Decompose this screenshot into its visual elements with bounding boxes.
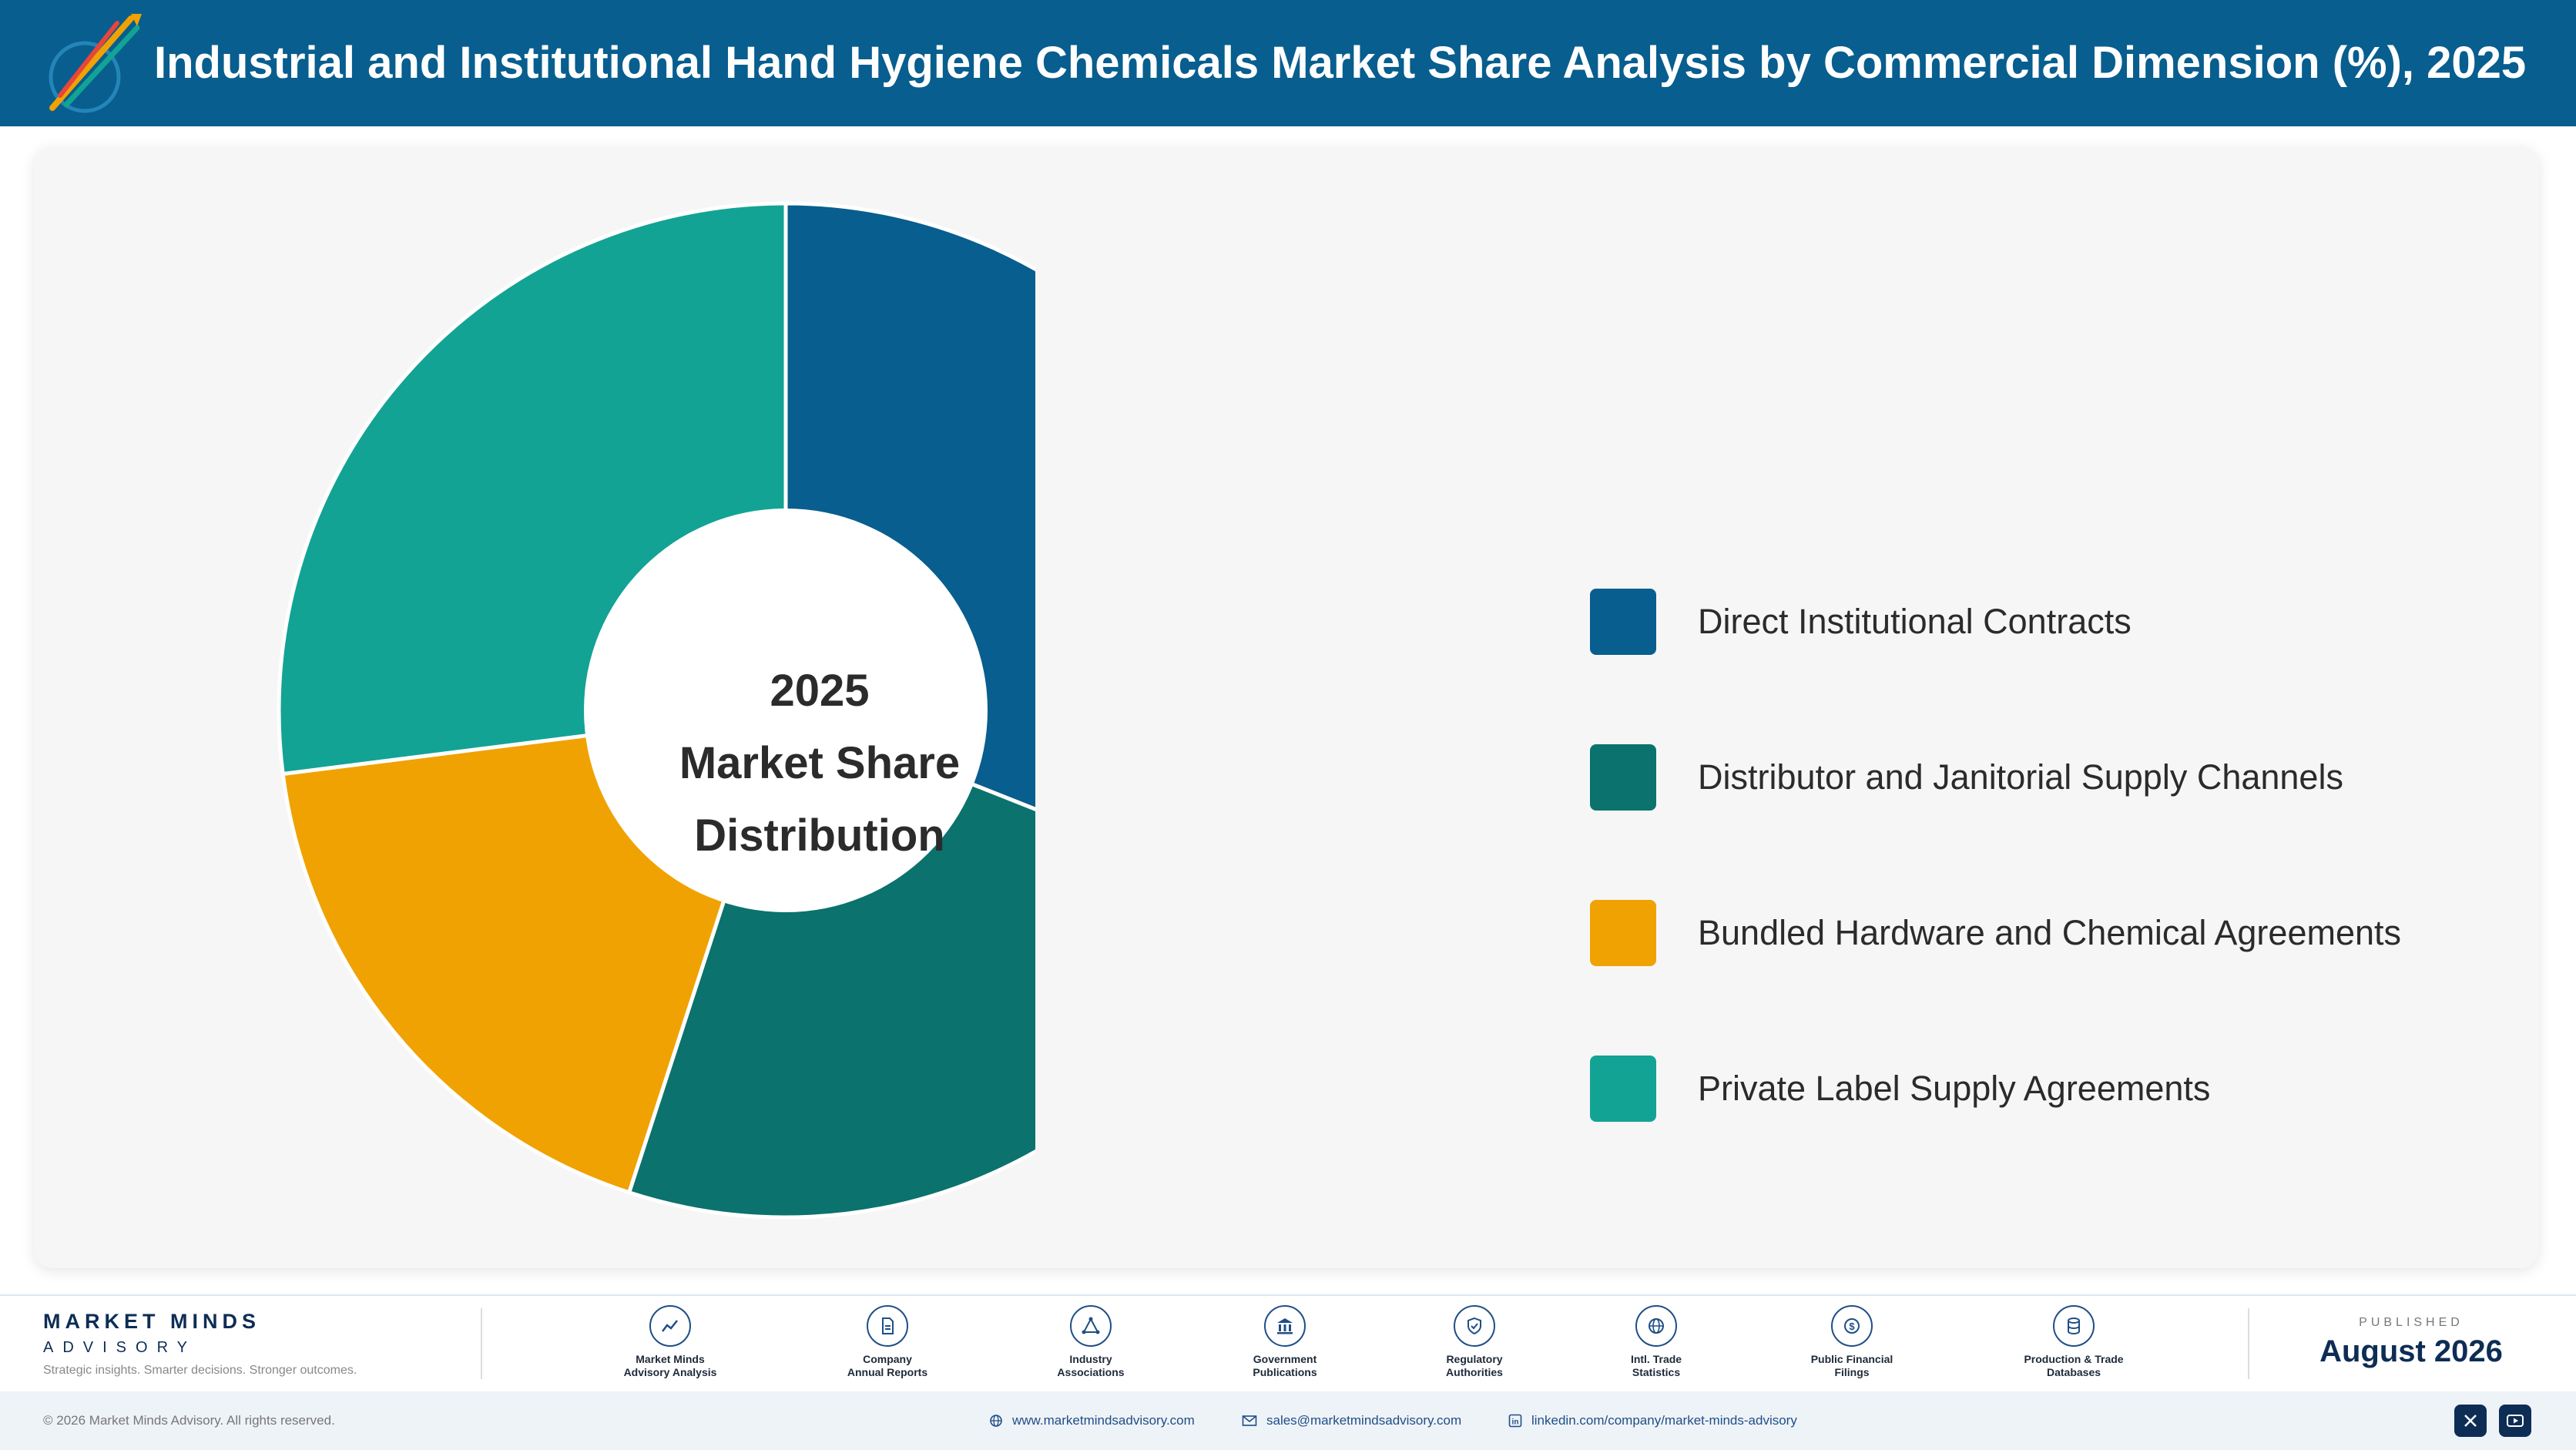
website-text: www.marketmindsadvisory.com (1012, 1413, 1195, 1428)
page-title: Industrial and Institutional Hand Hygien… (154, 38, 2527, 88)
legend-label: Direct Institutional Contracts (1698, 602, 2132, 641)
source-label: Regulatory Authorities (1446, 1353, 1503, 1378)
mail-icon (1242, 1415, 1257, 1426)
legend-item-bundled-hardware: Bundled Hardware and Chemical Agreements (1590, 900, 2514, 966)
donut-hole (584, 509, 988, 912)
footer-divider (2248, 1308, 2249, 1379)
legend-swatch (1590, 589, 1656, 655)
youtube-icon[interactable] (2499, 1405, 2531, 1437)
svg-text:$: $ (1849, 1321, 1855, 1332)
source-industry-associations: Industry Associations (1014, 1305, 1168, 1379)
source-label: Public Financial Filings (1810, 1353, 1893, 1378)
website-link[interactable]: www.marketmindsadvisory.com (989, 1391, 1195, 1450)
government-building-icon (1264, 1305, 1306, 1347)
published-date: August 2026 (2319, 1334, 2503, 1368)
legend-label: Bundled Hardware and Chemical Agreements (1698, 913, 2402, 952)
legend-swatch (1590, 900, 1656, 966)
donut-chart (277, 201, 1035, 1220)
coin-icon: $ (1831, 1305, 1873, 1347)
center-label-line-2: Market Share (679, 738, 961, 788)
legend-item-distributor-janitorial: Distributor and Janitorial Supply Channe… (1590, 744, 2514, 811)
database-icon (2053, 1305, 2095, 1347)
legend-swatch (1590, 1056, 1656, 1122)
trend-chart-icon (649, 1305, 691, 1347)
source-intl-trade-statistics: Intl. Trade Statistics (1579, 1305, 1733, 1379)
legend-label: Distributor and Janitorial Supply Channe… (1698, 757, 2343, 797)
document-icon (867, 1305, 908, 1347)
source-production-trade-databases: Production & Trade Databases (1997, 1305, 2151, 1379)
legend-label: Private Label Supply Agreements (1698, 1069, 2211, 1108)
source-public-financial-filings: $ Public Financial Filings (1775, 1305, 1929, 1379)
center-label-line-3: Distribution (694, 811, 945, 861)
x-icon[interactable] (2454, 1405, 2487, 1437)
legend-item-direct-institutional: Direct Institutional Contracts (1590, 589, 2514, 655)
legend-swatch (1590, 744, 1656, 811)
brand-tagline: Strategic insights. Smarter decisions. S… (43, 1364, 357, 1377)
source-label: Market Minds Advisory Analysis (623, 1353, 717, 1378)
source-label: Government Publications (1253, 1353, 1317, 1378)
linkedin-text: linkedin.com/company/market-minds-adviso… (1531, 1413, 1797, 1428)
linkedin-link[interactable]: in linkedin.com/company/market-minds-adv… (1508, 1391, 1797, 1450)
source-label: Production & Trade Databases (2024, 1353, 2124, 1378)
brand-name: MARKET MINDS (43, 1310, 260, 1333)
source-label: Intl. Trade Statistics (1630, 1353, 1682, 1378)
donut-center-label: 2025 Market Share Distribution (619, 655, 1020, 872)
source-label: Industry Associations (1057, 1353, 1125, 1378)
email-text: sales@marketmindsadvisory.com (1266, 1413, 1462, 1428)
legend-item-private-label: Private Label Supply Agreements (1590, 1056, 2514, 1122)
footer-contact-bar: © 2026 Market Minds Advisory. All rights… (0, 1391, 2576, 1450)
brand-subtitle: ADVISORY (43, 1339, 196, 1356)
chart-card: 2025 Market Share Distribution Direct In… (34, 146, 2539, 1268)
company-logo (49, 14, 142, 113)
source-company-annual-reports: Company Annual Reports (810, 1305, 964, 1379)
header-bar: Industrial and Institutional Hand Hygien… (0, 0, 2576, 126)
shield-check-icon (1454, 1305, 1495, 1347)
network-icon (1070, 1305, 1112, 1347)
svg-text:in: in (1512, 1418, 1519, 1427)
copyright-text: © 2026 Market Minds Advisory. All rights… (43, 1413, 335, 1428)
globe-icon (990, 1415, 1002, 1427)
email-link[interactable]: sales@marketmindsadvisory.com (1242, 1391, 1461, 1450)
source-government-publications: Government Publications (1208, 1305, 1362, 1379)
published-label: PUBLISHED (2359, 1316, 2464, 1329)
center-label-year: 2025 (770, 666, 870, 716)
source-label: Company Annual Reports (847, 1353, 928, 1378)
source-market-minds-analysis: Market Minds Advisory Analysis (593, 1305, 747, 1379)
footer-divider (481, 1308, 482, 1379)
linkedin-icon: in (1508, 1414, 1522, 1428)
source-regulatory-authorities: Regulatory Authorities (1397, 1305, 1551, 1379)
globe-icon (1635, 1305, 1677, 1347)
footer-sources-bar: MARKET MINDS ADVISORY Strategic insights… (0, 1294, 2576, 1391)
